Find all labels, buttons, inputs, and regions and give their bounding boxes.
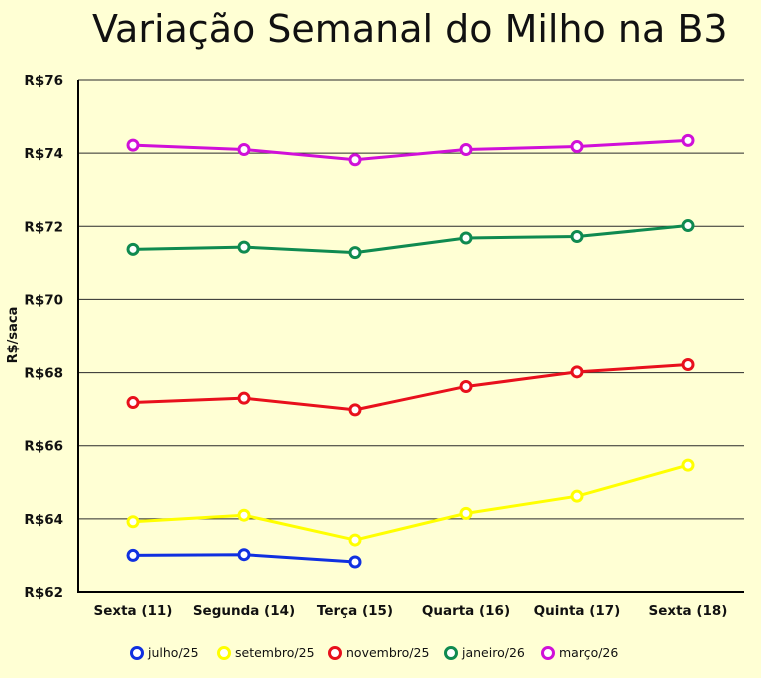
x-tick-label: Quinta (17) xyxy=(534,603,621,619)
series-line xyxy=(132,138,689,162)
y-tick-label: R$76 xyxy=(24,73,63,89)
y-tick-label: R$70 xyxy=(24,292,63,308)
y-tick-label: R$72 xyxy=(24,219,63,235)
series-line xyxy=(132,224,689,255)
y-tick-label: R$64 xyxy=(24,512,63,528)
data-point xyxy=(459,231,473,245)
data-point xyxy=(570,489,584,503)
data-point xyxy=(459,142,473,156)
data-point xyxy=(681,219,695,233)
legend-marker xyxy=(217,646,231,660)
data-point xyxy=(126,515,140,529)
data-point xyxy=(348,403,362,417)
data-point xyxy=(459,506,473,520)
x-tick-label: Quarta (16) xyxy=(422,603,510,619)
data-point xyxy=(237,142,251,156)
data-point xyxy=(237,548,251,562)
legend-label: janeiro/26 xyxy=(461,645,525,660)
data-point xyxy=(126,548,140,562)
legend-label: julho/25 xyxy=(147,645,199,660)
data-point xyxy=(570,365,584,379)
data-point xyxy=(348,153,362,167)
legend-marker xyxy=(130,646,144,660)
data-point xyxy=(459,379,473,393)
y-tick-label: R$66 xyxy=(24,439,63,455)
data-point xyxy=(126,242,140,256)
y-axis-label: R$/saca xyxy=(6,307,21,364)
data-point xyxy=(348,533,362,547)
x-tick-label: Sexta (11) xyxy=(94,603,173,619)
chart-title: Variação Semanal do Milho na B3 xyxy=(92,7,728,51)
x-tick-label: Segunda (14) xyxy=(193,603,295,619)
data-point xyxy=(237,240,251,254)
x-tick-label: Terça (15) xyxy=(317,603,393,619)
data-point xyxy=(126,396,140,410)
data-point xyxy=(570,140,584,154)
data-point xyxy=(126,138,140,152)
y-tick-label: R$68 xyxy=(24,366,63,382)
data-point xyxy=(348,555,362,569)
legend-label: março/26 xyxy=(559,645,618,660)
data-point xyxy=(348,246,362,260)
series-line xyxy=(132,463,689,542)
data-point xyxy=(237,391,251,405)
series-line xyxy=(132,363,689,412)
data-point xyxy=(681,133,695,147)
legend-marker xyxy=(541,646,555,660)
y-tick-label: R$74 xyxy=(24,146,63,162)
data-point xyxy=(681,458,695,472)
data-point xyxy=(570,230,584,244)
y-tick-label: R$62 xyxy=(24,585,63,601)
data-point xyxy=(681,358,695,372)
legend-label: setembro/25 xyxy=(235,645,315,660)
legend-marker xyxy=(328,646,342,660)
legend-marker xyxy=(444,646,458,660)
x-tick-label: Sexta (18) xyxy=(649,603,728,619)
data-point xyxy=(237,508,251,522)
legend-label: novembro/25 xyxy=(346,645,429,660)
